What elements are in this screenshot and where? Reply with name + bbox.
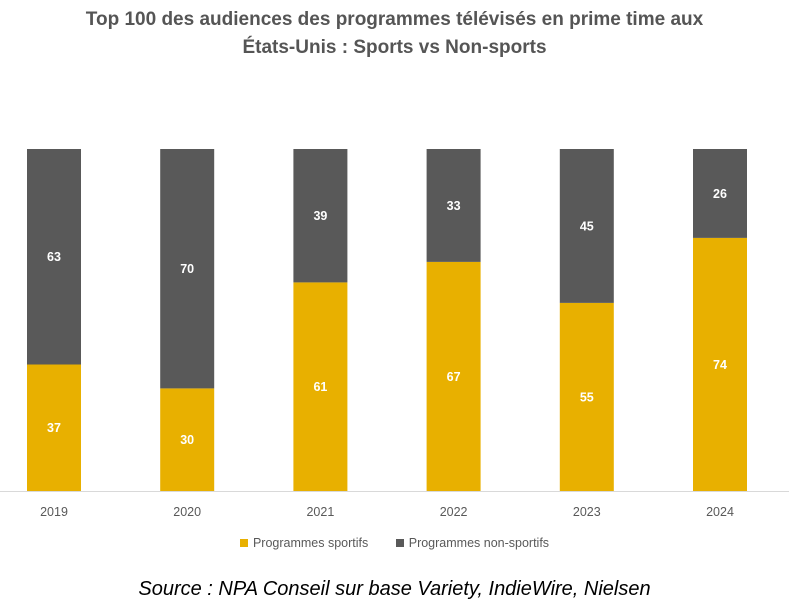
data-label-sports-2021: 61 [313, 380, 327, 394]
legend-label-sports: Programmes sportifs [252, 536, 369, 550]
legend-item-sports: Programmes sportifs [239, 536, 369, 550]
legend-swatch-sports [239, 539, 248, 547]
data-label-non-sports-2020: 70 [180, 262, 194, 276]
chart-title: Top 100 des audiences des programmes tél… [0, 6, 789, 62]
data-label-non-sports-2022: 33 [447, 199, 461, 213]
x-tick-label-2020: 2020 [173, 505, 201, 519]
bar-non-sports-2021 [293, 149, 348, 283]
legend-swatch-non-sports [395, 539, 404, 547]
x-tick-label-2024: 2024 [706, 505, 734, 519]
source-note: Source : NPA Conseil sur base Variety, I… [138, 578, 651, 600]
data-label-non-sports-2023: 45 [580, 219, 594, 233]
bar-sports-2021 [293, 282, 348, 491]
data-label-sports-2022: 67 [447, 370, 461, 384]
legend: Programmes sportifs Programmes non-sport… [0, 536, 789, 550]
data-label-non-sports-2024: 26 [713, 187, 727, 201]
bar-sports-2020 [160, 388, 215, 491]
bar-non-sports-2019 [27, 149, 81, 365]
bar-non-sports-2024 [693, 149, 747, 238]
bar-sports-2019 [27, 364, 81, 491]
bar-non-sports-2023 [559, 149, 614, 303]
bar-sports-2023 [559, 302, 614, 491]
legend-item-non-sports: Programmes non-sportifs [395, 536, 550, 550]
bar-non-sports-2022 [426, 149, 481, 262]
x-tick-label-2019: 2019 [40, 505, 68, 519]
chart-title-line-2: États-Unis : Sports vs Non-sports [242, 37, 547, 58]
x-tick-label-2023: 2023 [573, 505, 601, 519]
data-label-non-sports-2021: 39 [313, 209, 327, 223]
bar-non-sports-2020 [160, 149, 215, 389]
x-tick-label-2022: 2022 [440, 505, 468, 519]
bar-sports-2022 [426, 261, 481, 491]
data-label-sports-2020: 30 [180, 433, 194, 447]
legend-label-non-sports: Programmes non-sportifs [408, 536, 550, 550]
data-label-sports-2019: 37 [47, 421, 61, 435]
data-label-non-sports-2019: 63 [47, 250, 61, 264]
chart-title-line-1: Top 100 des audiences des programmes tél… [85, 9, 704, 30]
bar-sports-2024 [693, 237, 747, 491]
data-label-sports-2024: 74 [713, 358, 727, 372]
x-tick-label-2021: 2021 [306, 505, 334, 519]
data-label-sports-2023: 55 [580, 390, 594, 404]
